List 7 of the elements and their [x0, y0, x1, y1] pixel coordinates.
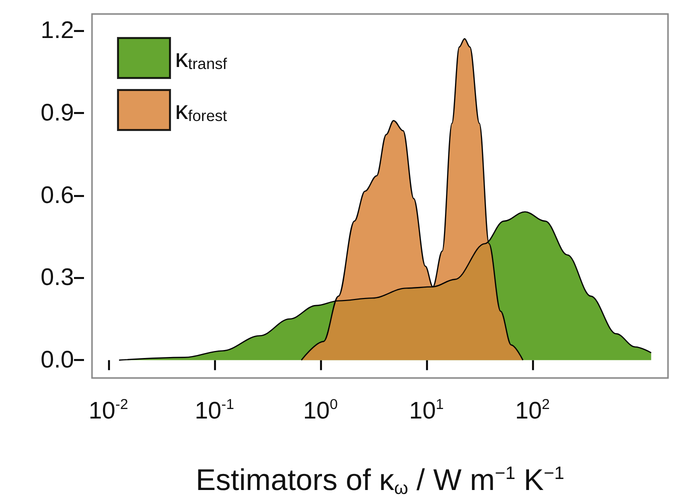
y-tick-label: 0.9: [40, 99, 74, 126]
y-tick-label: 0.0: [40, 346, 74, 374]
legend-label: κforest: [175, 95, 228, 125]
y-tick-label: 1.2: [40, 16, 74, 44]
y-tick-label: 0.6: [40, 182, 74, 209]
y-tick-label: 0.3: [40, 264, 74, 292]
legend-label: κtransf: [175, 43, 228, 73]
